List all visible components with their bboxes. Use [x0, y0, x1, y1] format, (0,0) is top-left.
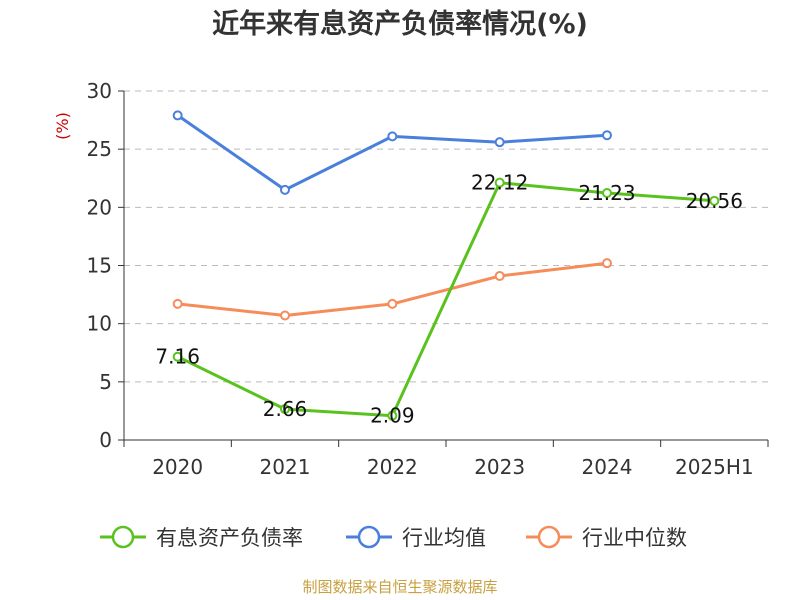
y-tick-label: 5 [99, 370, 112, 394]
series-layer [172, 110, 720, 421]
x-tick-label: 2022 [367, 455, 418, 479]
x-tick-label: 2020 [152, 455, 203, 479]
y-tick-label: 25 [87, 137, 112, 161]
x-tick-label: 2023 [474, 455, 525, 479]
y-axis-unit: (%) [53, 112, 72, 140]
series-line-1 [177, 181, 715, 418]
data-label: 20.56 [686, 189, 743, 213]
legend-item-1[interactable]: 有息资产负债率 [100, 525, 303, 550]
gridlines [124, 90, 768, 383]
legend-label: 有息资产负债率 [156, 526, 303, 550]
data-label: 7.16 [155, 345, 200, 369]
legend-item-2[interactable]: 行业均值 [346, 525, 486, 550]
data-label: 2.66 [263, 397, 308, 421]
data-point [602, 188, 612, 199]
data-point [494, 177, 505, 188]
x-tick-label: 2024 [582, 455, 633, 479]
data-label: 22.12 [471, 171, 528, 195]
data-point [280, 404, 290, 415]
data-point [709, 195, 720, 206]
data-labels: 7.16 2.66 2.09 22.12 21.23 20.56 [155, 171, 743, 428]
data-label: 2.09 [370, 404, 415, 428]
y-tick-label: 20 [87, 195, 112, 219]
chart-title: 近年来有息资产负债率情况(%) [212, 8, 588, 40]
source-note: 制图数据来自恒生聚源数据库 [302, 578, 497, 596]
data-point [494, 270, 505, 281]
data-point [280, 310, 290, 321]
data-point [387, 410, 398, 421]
legend-label: 行业中位数 [582, 526, 687, 550]
data-point [602, 130, 612, 141]
legend-item-3[interactable]: 行业中位数 [526, 525, 687, 550]
x-tick-label: 2021 [260, 455, 311, 479]
series-line-2 [176, 114, 608, 192]
data-point [172, 110, 183, 121]
legend[interactable]: 有息资产负债率 行业均值 行业中位数 [100, 525, 687, 550]
y-tick-label: 0 [99, 428, 112, 452]
legend-marker [537, 525, 561, 549]
legend-label: 行业均值 [402, 526, 486, 550]
data-label: 21.23 [578, 181, 635, 205]
x-tick-label: 2025H1 [675, 455, 754, 479]
data-point [280, 184, 290, 195]
axes: 0 5 10 15 20 25 30 2020 2021 2022 2023 2024 2025H1 [87, 79, 769, 479]
data-point [494, 137, 505, 148]
y-tick-label: 15 [87, 254, 112, 278]
legend-marker [357, 525, 381, 549]
legend-marker [111, 525, 135, 549]
data-point [602, 258, 612, 269]
y-tick-label: 10 [87, 312, 112, 336]
data-point [387, 298, 398, 309]
y-tick-label: 30 [87, 79, 112, 103]
data-point [172, 351, 183, 362]
data-point [387, 131, 398, 142]
data-point [172, 298, 183, 309]
